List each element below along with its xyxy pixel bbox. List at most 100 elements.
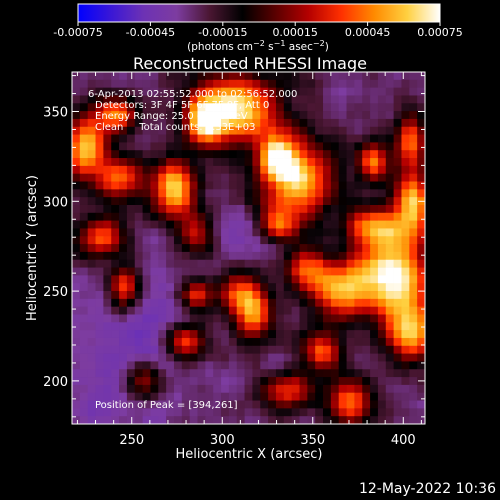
heatmap-cell [181,384,191,394]
heatmap-cell [126,251,136,261]
heatmap-cell [119,283,128,292]
heatmap-cell [307,267,316,276]
heatmap-cell [228,244,238,253]
heatmap-cell [134,173,143,182]
heatmap-cell [111,79,120,88]
heatmap-cell [307,228,316,237]
heatmap-cell [268,267,277,276]
heatmap-cell [158,165,167,175]
heatmap-cell [95,197,104,206]
heatmap-cell [79,377,89,386]
heatmap-cell [401,408,410,417]
heatmap-cells [72,72,426,425]
heatmap-cell [315,314,324,323]
heatmap-cell [307,400,316,409]
heatmap-cell [166,283,175,292]
heatmap-cell [142,306,151,315]
heatmap-cell [330,337,340,347]
heatmap-cell [111,345,120,354]
heatmap-cell [119,314,128,323]
heatmap-cell [221,314,230,323]
heatmap-cell [213,126,222,135]
heatmap-cell [370,212,379,221]
heatmap-cell [268,377,277,386]
heatmap-cell [283,87,292,96]
heatmap-cell [126,228,136,237]
heatmap-cell [166,142,175,151]
heatmap-cell [315,259,324,268]
heatmap-cell [385,361,394,370]
heatmap-cell [377,118,387,128]
heatmap-cell [79,142,89,151]
heatmap-cell [87,236,96,245]
heatmap-cell [205,314,214,323]
heatmap-cell [377,251,387,261]
heatmap-cell [158,189,167,198]
heatmap-cell [268,314,277,323]
heatmap-cell [370,236,379,245]
heatmap-cell [307,275,316,284]
heatmap-cell [260,353,269,362]
heatmap-cell [393,251,402,261]
heatmap-cell [173,275,183,284]
heatmap-cell [330,79,340,88]
heatmap-cell [119,236,128,245]
heatmap-cell [228,134,238,143]
heatmap-cell [299,291,308,300]
heatmap-cell [158,87,167,96]
heatmap-cell [393,158,402,167]
heatmap-cell [315,369,324,378]
heatmap-cell [87,134,96,143]
heatmap-cell [119,165,128,175]
heatmap-cell [126,87,136,96]
heatmap-cell [111,361,120,370]
heatmap-cell [142,283,151,292]
heatmap-cell [95,330,104,339]
heatmap-cell [103,118,112,128]
heatmap-cell [283,314,292,323]
heatmap-cell [72,118,81,128]
heatmap-cell [173,361,183,370]
heatmap-cell [323,118,332,128]
heatmap-cell [87,220,96,229]
heatmap-cell [291,345,300,354]
heatmap-cell [142,158,151,167]
heatmap-cell [79,72,89,81]
heatmap-cell [111,275,120,284]
heatmap-cell [87,142,96,151]
heatmap-cell [362,369,371,378]
heatmap-cell [181,181,191,190]
heatmap-cell [189,126,198,135]
heatmap-cell [323,181,332,190]
heatmap-cell [119,298,128,308]
heatmap-cell [409,150,418,159]
heatmap-cell [134,118,143,128]
heatmap-cell [307,118,316,128]
heatmap-cell [307,314,316,323]
heatmap-cell [158,220,167,229]
heatmap-cell [283,236,292,245]
heatmap-cell [330,275,340,284]
heatmap-cell [213,330,222,339]
heatmap-cell [409,126,418,135]
heatmap-cell [338,134,347,143]
heatmap-cell [323,298,332,308]
heatmap-cell [150,345,159,354]
heatmap-cell [126,111,136,120]
heatmap-cell [244,197,253,206]
heatmap-cell [268,189,277,198]
heatmap-cell [401,111,410,120]
heatmap-cell [119,87,128,96]
heatmap-cell [189,259,198,268]
heatmap-cell [205,408,214,417]
heatmap-cell [103,165,112,175]
heatmap-cell [315,126,324,135]
heatmap-cell [166,306,175,315]
heatmap-cell [260,283,269,292]
heatmap-cell [119,384,128,394]
heatmap-cell [417,204,426,214]
heatmap-cell [221,275,230,284]
heatmap-cell [370,142,379,151]
heatmap-cell [79,212,89,221]
heatmap-cell [87,111,96,120]
